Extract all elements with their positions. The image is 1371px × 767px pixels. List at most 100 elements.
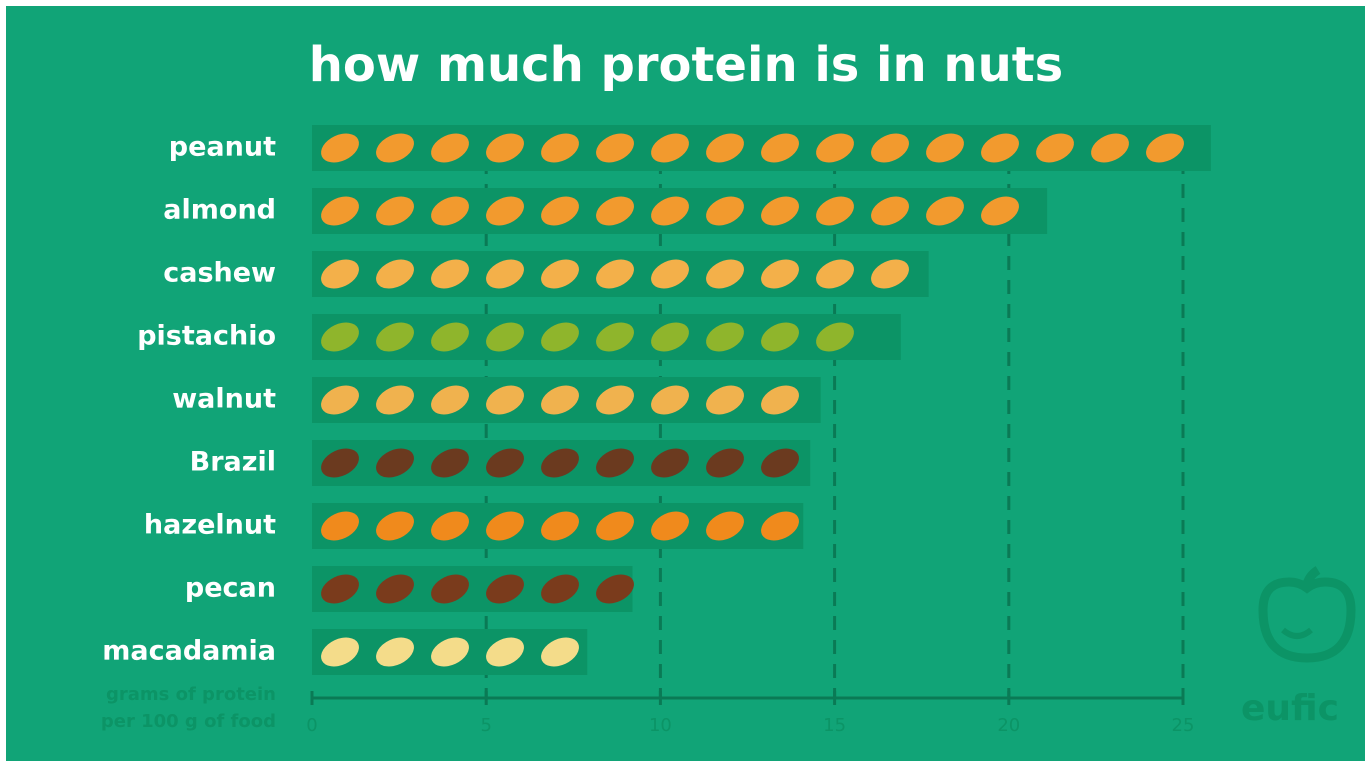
- bar-group: [312, 503, 804, 549]
- nut-icon: [321, 448, 359, 478]
- nut-icon: [871, 133, 909, 163]
- nut-icon: [871, 259, 909, 289]
- nut-icon: [926, 133, 964, 163]
- nut-icon: [706, 322, 744, 352]
- nut-icon: [486, 322, 524, 352]
- nut-icon: [761, 196, 799, 226]
- y-tick-label: macadamia: [102, 636, 276, 667]
- nut-icon: [596, 133, 634, 163]
- bar-group: [312, 629, 588, 675]
- nut-icon: [431, 448, 469, 478]
- nut-icon: [321, 511, 359, 541]
- nut-icon: [376, 133, 414, 163]
- y-tick-label: hazelnut: [144, 510, 276, 541]
- y-tick-label: pecan: [185, 573, 276, 604]
- nut-icon: [706, 511, 744, 541]
- nut-icon: [706, 196, 744, 226]
- nut-icon: [761, 259, 799, 289]
- nut-icon: [651, 511, 689, 541]
- nut-icon: [376, 448, 414, 478]
- nut-icon: [431, 322, 469, 352]
- bar-group: [312, 314, 901, 360]
- nut-icon: [321, 574, 359, 604]
- nut-icon: [761, 133, 799, 163]
- nut-icon: [431, 637, 469, 667]
- nut-icon: [541, 133, 579, 163]
- nut-icon: [816, 322, 854, 352]
- nut-icon: [541, 385, 579, 415]
- nut-icon: [541, 574, 579, 604]
- nut-icon: [651, 196, 689, 226]
- nut-icon: [431, 511, 469, 541]
- nut-icon: [321, 385, 359, 415]
- x-tick-label: 15: [823, 715, 846, 736]
- nut-icon: [376, 385, 414, 415]
- nut-icon: [706, 259, 744, 289]
- bar-group: [312, 440, 811, 486]
- nut-icon: [1146, 133, 1184, 163]
- nut-icon: [1091, 133, 1129, 163]
- nut-icon: [321, 322, 359, 352]
- nut-icon: [376, 574, 414, 604]
- nut-icon: [761, 448, 799, 478]
- y-tick-label: almond: [163, 195, 276, 226]
- nut-icon: [926, 196, 964, 226]
- nut-icon: [486, 133, 524, 163]
- nut-icon: [816, 133, 854, 163]
- nut-icon: [541, 322, 579, 352]
- x-tick-label: 0: [306, 715, 317, 736]
- bar-group: [312, 377, 821, 423]
- nut-icon: [541, 448, 579, 478]
- x-tick-label: 20: [997, 715, 1020, 736]
- nut-icon: [706, 133, 744, 163]
- nut-icon: [486, 448, 524, 478]
- nut-icon: [431, 385, 469, 415]
- nut-icon: [651, 385, 689, 415]
- nut-icon: [596, 448, 634, 478]
- nut-icon: [871, 196, 909, 226]
- nut-icon: [596, 574, 634, 604]
- nut-icon: [321, 259, 359, 289]
- nut-icon: [706, 385, 744, 415]
- nut-icon: [1036, 133, 1074, 163]
- x-tick-label: 10: [649, 715, 672, 736]
- nut-icon: [596, 196, 634, 226]
- bar-group: [312, 251, 929, 297]
- nut-icon: [431, 259, 469, 289]
- x-axis-label: grams of protein: [106, 684, 276, 705]
- chart-title: how much protein is in nuts: [309, 37, 1064, 93]
- nut-icon: [376, 511, 414, 541]
- y-tick-label: pistachio: [137, 321, 276, 352]
- nut-icon: [431, 574, 469, 604]
- nut-icon: [486, 385, 524, 415]
- nut-icon: [761, 322, 799, 352]
- nut-icon: [651, 322, 689, 352]
- nut-icon: [816, 196, 854, 226]
- x-tick-label: 5: [480, 715, 491, 736]
- logo-icon: [1258, 566, 1356, 663]
- nut-icon: [321, 637, 359, 667]
- nut-icon: [486, 259, 524, 289]
- nut-icon: [596, 259, 634, 289]
- nut-icon: [541, 196, 579, 226]
- nut-icon: [596, 322, 634, 352]
- nut-icon: [596, 511, 634, 541]
- nut-icon: [651, 133, 689, 163]
- nut-icon: [596, 385, 634, 415]
- bar: [312, 566, 633, 612]
- nut-icon: [486, 511, 524, 541]
- bar-group: [312, 566, 634, 612]
- nut-icon: [486, 196, 524, 226]
- nut-icon: [981, 196, 1019, 226]
- nut-icon: [376, 196, 414, 226]
- bar-group: [312, 188, 1048, 234]
- bar-group: [312, 125, 1211, 171]
- nut-icon: [431, 196, 469, 226]
- x-axis-label: per 100 g of food: [101, 711, 276, 732]
- nut-icon: [376, 322, 414, 352]
- y-tick-label: peanut: [169, 132, 276, 163]
- nut-icon: [486, 574, 524, 604]
- nut-icon: [376, 259, 414, 289]
- nut-icon: [816, 259, 854, 289]
